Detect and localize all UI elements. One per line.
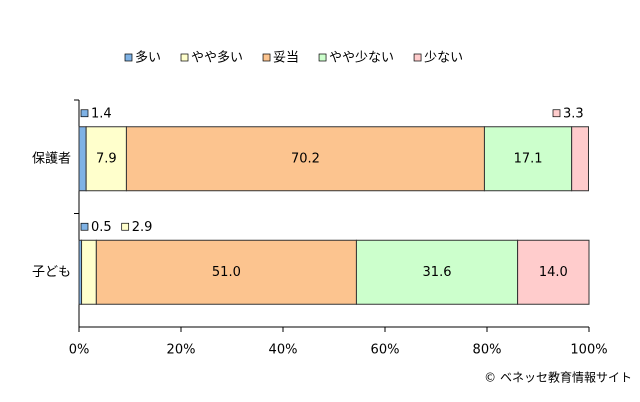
value-label: 31.6	[423, 265, 452, 280]
value-label-swatch	[80, 109, 89, 118]
bar-segment	[355, 239, 519, 305]
legend-swatch	[262, 53, 271, 62]
legend-swatch	[413, 53, 422, 62]
x-tick-label: 40%	[269, 343, 298, 358]
value-label: 2.9	[132, 220, 153, 235]
bar-segment	[78, 126, 87, 192]
x-tick-label: 60%	[371, 343, 400, 358]
value-label: 51.0	[212, 265, 241, 280]
legend-swatch	[180, 53, 189, 62]
bar-segment	[517, 239, 590, 305]
value-label: 7.9	[96, 151, 117, 166]
bar-segment	[81, 239, 97, 305]
legend-label: 妥当	[273, 51, 299, 66]
credit: © ベネッセ教育情報サイト	[484, 370, 632, 385]
bar-segment	[95, 239, 357, 305]
legend-label: やや多い	[191, 50, 243, 66]
x-tick-label: 80%	[473, 343, 502, 358]
value-label-swatch	[80, 222, 89, 231]
value-label: 70.2	[291, 151, 320, 166]
bar-segment	[125, 126, 485, 192]
value-label: 0.5	[91, 220, 112, 235]
legend-swatch	[318, 53, 327, 62]
value-label-swatch	[121, 222, 130, 231]
legend-swatch	[124, 53, 133, 62]
value-label: 3.3	[563, 106, 584, 121]
x-tick-label: 0%	[69, 343, 90, 358]
legend-label: 多い	[135, 50, 161, 66]
value-label-swatch	[552, 109, 561, 118]
bar-segment	[483, 126, 573, 192]
legend-label: やや少ない	[329, 51, 394, 66]
value-label: 17.1	[514, 151, 543, 166]
bar-segment	[571, 126, 589, 192]
x-tick-label: 20%	[167, 343, 196, 358]
category-label: 保護者	[32, 150, 71, 166]
value-label: 1.4	[91, 106, 112, 121]
x-tick-label: 100%	[570, 343, 607, 358]
legend-label: 少ない	[424, 51, 463, 66]
value-label: 14.0	[539, 265, 568, 280]
category-label: 子ども	[32, 265, 71, 280]
